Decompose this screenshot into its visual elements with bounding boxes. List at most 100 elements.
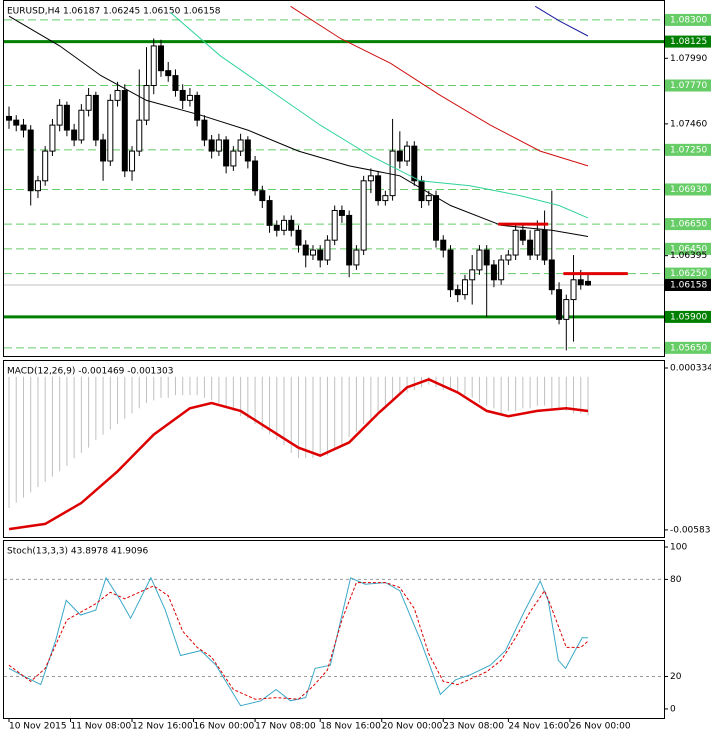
histogram-bar xyxy=(449,376,451,390)
candle-body xyxy=(295,229,302,246)
indicator-line xyxy=(534,5,589,37)
candle-body xyxy=(244,139,251,162)
histogram-bar xyxy=(363,376,365,425)
candle-body xyxy=(266,200,273,226)
candle-body xyxy=(411,145,418,182)
histogram-bar xyxy=(218,376,220,404)
y-tick-label: 20 xyxy=(670,672,682,682)
y-tick-label: 1.06650 xyxy=(670,220,707,230)
candle-body xyxy=(194,94,201,121)
indicator-line xyxy=(290,5,589,167)
candle-body xyxy=(324,239,331,261)
candle-body xyxy=(585,280,592,286)
candle-body xyxy=(353,249,360,266)
candle-body xyxy=(382,195,389,202)
candle-body xyxy=(157,45,164,72)
histogram-bar xyxy=(392,376,394,401)
y-tick-label: 1.06450 xyxy=(670,244,707,254)
histogram-bar xyxy=(471,376,473,398)
histogram-bar xyxy=(203,376,205,398)
histogram-bar xyxy=(580,376,582,414)
y-tick-label: 1.06250 xyxy=(670,269,707,279)
histogram-bar xyxy=(22,376,24,498)
candle-body xyxy=(5,115,12,121)
histogram-bar xyxy=(109,376,111,430)
histogram-bar xyxy=(348,376,350,438)
histogram-bar xyxy=(536,376,538,406)
x-tick-label: 20 Nov 00:00 xyxy=(382,722,443,732)
candle-body xyxy=(42,150,49,182)
axis-label-box xyxy=(665,79,711,92)
stoch-frame xyxy=(3,540,665,719)
candle-body xyxy=(100,139,107,162)
candle-body xyxy=(519,229,526,241)
candle-body xyxy=(230,150,237,167)
y-tick-label: 1.06930 xyxy=(670,185,707,195)
candle-body xyxy=(27,129,34,192)
candle-body xyxy=(367,175,374,182)
candle-body xyxy=(143,85,150,121)
histogram-bar xyxy=(377,376,379,414)
histogram-bar xyxy=(413,376,415,390)
y-tick-label: 1.08300 xyxy=(670,15,707,25)
candle-body xyxy=(483,249,490,266)
candle-body xyxy=(440,239,447,251)
histogram-bar xyxy=(15,376,17,503)
histogram-bar xyxy=(37,376,39,488)
histogram-bar xyxy=(102,376,104,435)
axis-label-box xyxy=(665,13,711,26)
histogram-bar xyxy=(232,376,234,411)
y-tick-label: 80 xyxy=(670,575,682,585)
axis-label-box xyxy=(665,341,711,354)
candle-body xyxy=(129,150,136,172)
histogram-bar xyxy=(30,376,32,493)
x-tick-label: 16 Nov 00:00 xyxy=(194,722,255,732)
histogram-bar xyxy=(493,376,495,409)
histogram-bar xyxy=(160,376,162,398)
axis-label-box xyxy=(665,183,711,196)
histogram-bar xyxy=(247,376,249,419)
histogram-bar xyxy=(8,376,10,509)
histogram-bar xyxy=(399,376,401,396)
histogram-bar xyxy=(522,376,524,409)
price-frame xyxy=(3,0,665,357)
histogram-bar xyxy=(269,376,271,435)
candle-body xyxy=(360,180,367,251)
candle-body xyxy=(71,129,78,141)
indicator-line xyxy=(8,582,589,700)
candle-body xyxy=(215,139,222,152)
histogram-bar xyxy=(500,376,502,414)
x-tick-label: 23 Nov 08:00 xyxy=(443,722,504,732)
candle-body xyxy=(476,249,483,271)
candle-body xyxy=(20,124,27,131)
histogram-bar xyxy=(95,376,97,440)
y-tick-label: 1.06395 xyxy=(670,251,707,261)
histogram-bar xyxy=(442,376,444,390)
histogram-bar xyxy=(189,376,191,396)
candle-body xyxy=(541,229,548,261)
candle-body xyxy=(179,89,186,101)
histogram-bar xyxy=(565,376,567,411)
axis-label-box xyxy=(665,242,711,255)
histogram-bar xyxy=(464,376,466,396)
panel-title: Stoch(13,3,3) 43.8978 41.9096 xyxy=(7,547,148,557)
indicator-line xyxy=(170,12,589,219)
histogram-bar xyxy=(507,376,509,411)
histogram-bar xyxy=(544,376,546,406)
candle-body xyxy=(63,104,70,131)
y-tick-label: 1.07990 xyxy=(670,54,707,64)
candle-body xyxy=(570,279,577,301)
y-tick-label: 0 xyxy=(670,704,676,714)
candle-body xyxy=(577,279,584,286)
histogram-bar xyxy=(174,376,176,396)
candle-body xyxy=(338,209,345,216)
candle-body xyxy=(165,70,172,77)
candle-body xyxy=(223,139,230,167)
indicator-line xyxy=(8,576,589,707)
candle-body xyxy=(49,124,56,152)
candle-body xyxy=(375,175,382,202)
axis-label-box xyxy=(665,278,711,291)
y-tick-label: 1.06158 xyxy=(670,280,707,290)
candle-body xyxy=(150,45,157,87)
histogram-bar xyxy=(486,376,488,406)
